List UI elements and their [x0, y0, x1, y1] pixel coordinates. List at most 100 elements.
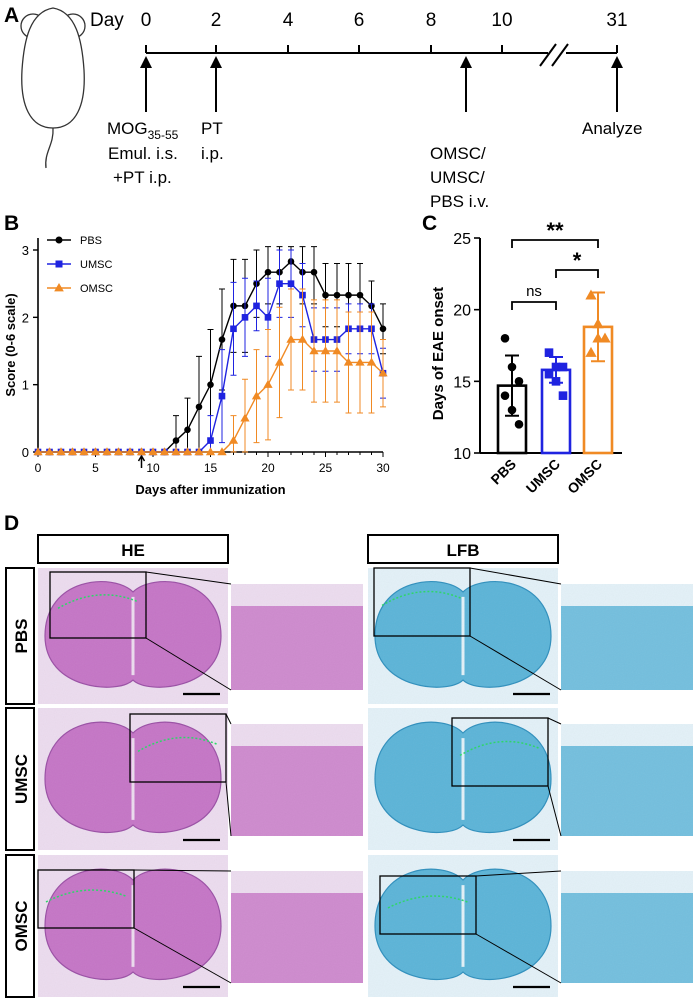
data-point: [182, 447, 193, 456]
legend-label: UMSC: [80, 259, 112, 271]
day-tick-label: 4: [283, 10, 294, 31]
x-tick-label: 25: [319, 461, 333, 475]
lesion-outline: [57, 594, 139, 609]
x-tick-label: 20: [261, 461, 275, 475]
legend-label: OMSC: [80, 283, 113, 295]
panel-a-label: A: [4, 4, 19, 27]
y-tick-label: 10: [453, 446, 471, 463]
data-point: [507, 362, 517, 372]
data-point: [194, 447, 204, 456]
day-tick-label: 0: [141, 10, 152, 31]
data-point: [379, 325, 387, 333]
data-point: [44, 447, 55, 456]
zoom-region-box: [451, 717, 549, 787]
event-omsc-line1: OMSC/: [430, 144, 486, 163]
zoom-connector: [225, 781, 232, 837]
data-point: [558, 362, 568, 372]
stain-header-label: HE: [121, 541, 145, 560]
panel-c-label: C: [422, 212, 437, 235]
lesion-outline: [137, 736, 219, 753]
zoom-region-box: [373, 567, 471, 637]
event-mog-line3: +PT i.p.: [113, 168, 172, 187]
y-axis-title: Days of EAE onset: [430, 287, 447, 420]
day-tick-label: 10: [491, 10, 512, 31]
mouse-icon: [20, 7, 86, 169]
zoom-region-box: [379, 875, 477, 935]
data-point: [551, 377, 561, 386]
significance-bracket: [511, 239, 599, 248]
zoom-region-box: [49, 571, 147, 639]
event-omsc-line2: UMSC/: [430, 168, 485, 187]
data-point: [264, 314, 272, 321]
magnified-texture: [231, 724, 363, 836]
magnified-texture: [231, 584, 363, 690]
legend-label: PBS: [80, 235, 102, 247]
data-point: [378, 368, 388, 377]
data-point: [297, 334, 308, 343]
data-point: [253, 302, 260, 310]
zoom-connector: [145, 637, 232, 691]
data-point: [345, 291, 352, 299]
timeline-event-labels: MOG35-55 Emul. i.s. +PT i.p. PT i.p. OMS…: [107, 119, 642, 211]
timeline-day-label: Day: [90, 10, 124, 31]
category-label: PBS: [487, 456, 519, 488]
data-point: [500, 391, 510, 400]
tissue-texture: [368, 708, 558, 850]
y-tick-label: 3: [22, 243, 29, 258]
zoom-connector: [547, 717, 562, 725]
data-point: [113, 447, 124, 456]
data-point: [67, 447, 78, 456]
event-pt-line1: PT: [201, 119, 223, 138]
data-point: [79, 447, 89, 456]
zoom-connector: [475, 870, 562, 877]
data-point: [240, 413, 250, 422]
data-point: [56, 447, 66, 456]
day-tick-label: 6: [354, 10, 365, 31]
data-point: [544, 348, 554, 357]
zoom-connector: [469, 635, 562, 691]
timeline-day-ticks: 0 2 4 6 8 10 31: [141, 10, 628, 31]
data-point: [228, 435, 239, 444]
data-point: [184, 426, 191, 434]
data-point: [514, 377, 524, 386]
legend-marker: [55, 260, 63, 268]
data-point: [599, 332, 611, 343]
error-bar: [230, 415, 237, 453]
data-point: [551, 362, 561, 372]
data-point: [218, 392, 226, 400]
zoom-connector: [475, 933, 562, 984]
data-point: [500, 334, 510, 343]
data-point: [366, 357, 377, 366]
group-label: OMSC: [12, 901, 31, 952]
legend-marker: [55, 236, 63, 244]
data-point: [263, 379, 273, 388]
panel-b-label: B: [4, 212, 19, 235]
stain-header-label: LFB: [446, 541, 479, 560]
zoom-connector: [133, 927, 232, 984]
y-tick-label: 1: [22, 378, 29, 393]
data-point: [558, 391, 568, 400]
data-point: [309, 346, 319, 355]
zoom-region-box: [129, 713, 227, 783]
data-point: [207, 381, 214, 388]
data-point: [274, 357, 285, 366]
data-point: [320, 346, 331, 355]
data-point: [592, 318, 604, 329]
zoom-connector: [225, 713, 232, 725]
data-point: [205, 447, 216, 456]
tissue-texture: [38, 708, 228, 850]
significance-bracket: [555, 269, 599, 278]
zoom-connector: [133, 869, 232, 872]
stain-header-box: [367, 534, 559, 564]
magnified-texture: [231, 871, 363, 983]
data-point: [195, 403, 203, 411]
x-tick-label: 15: [204, 461, 218, 475]
data-point: [514, 420, 524, 429]
data-point: [264, 268, 272, 276]
data-point: [544, 369, 554, 379]
y-tick-label: 2: [22, 310, 29, 325]
data-point: [355, 357, 365, 366]
category-label: UMSC: [523, 456, 563, 496]
